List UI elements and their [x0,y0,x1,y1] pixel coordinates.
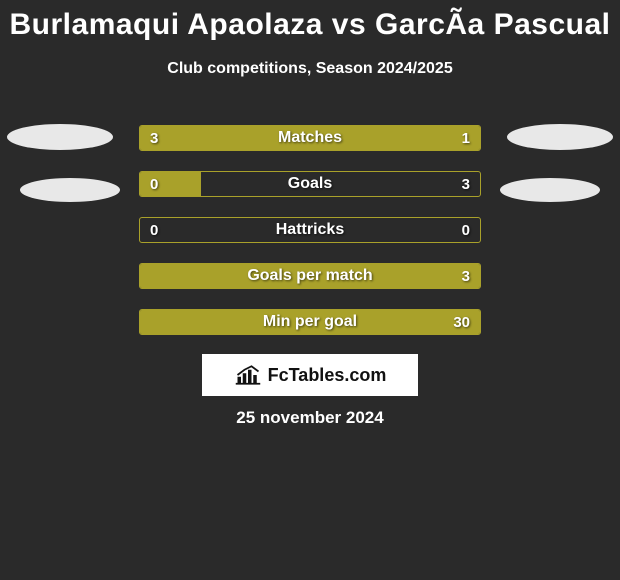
stat-row: 0 Goals 3 [139,171,481,197]
generation-date: 25 november 2024 [0,408,620,428]
stat-label: Hattricks [140,218,480,242]
page-title: Burlamaqui Apaolaza vs GarcÃ­a Pascual [0,0,620,42]
stat-label: Matches [140,126,480,150]
stat-row: Goals per match 3 [139,263,481,289]
stat-value-right: 0 [452,218,480,242]
player-left-avatar-bottom [20,178,120,202]
stat-row: Min per goal 30 [139,309,481,335]
subtitle: Club competitions, Season 2024/2025 [0,60,620,78]
player-right-avatar-top [507,124,613,150]
stat-value-right: 1 [452,126,480,150]
stat-value-right: 3 [452,264,480,288]
stat-value-right: 3 [452,172,480,196]
comparison-card: Burlamaqui Apaolaza vs GarcÃ­a Pascual C… [0,0,620,580]
stat-label: Goals per match [140,264,480,288]
player-right-avatar-bottom [500,178,600,202]
player-left-avatar-top [7,124,113,150]
stat-value-right: 30 [443,310,480,334]
stat-bars: 3 Matches 1 0 Goals 3 0 Hattricks 0 Goal… [139,125,481,355]
brand-text: FcTables.com [268,365,387,386]
brand-badge: FcTables.com [202,354,418,396]
stat-row: 0 Hattricks 0 [139,217,481,243]
stat-row: 3 Matches 1 [139,125,481,151]
brand-chart-icon [234,364,262,386]
stat-label: Goals [140,172,480,196]
stat-label: Min per goal [140,310,480,334]
